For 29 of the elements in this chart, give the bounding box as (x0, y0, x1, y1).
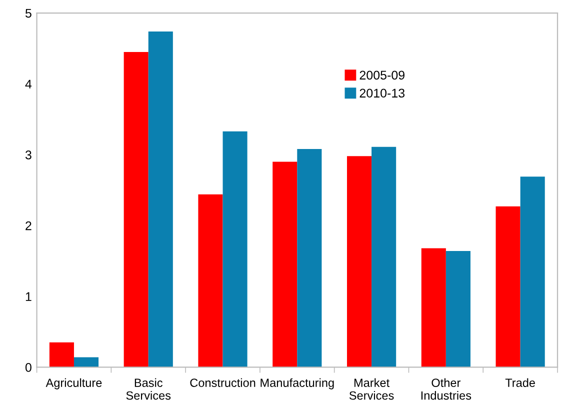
y-tick-label: 4 (25, 80, 32, 88)
x-tick-label: Market Services (349, 378, 394, 400)
bar (297, 149, 322, 368)
y-tick-label: 0 (25, 363, 32, 372)
bar (520, 176, 545, 368)
y-tick-label: 5 (25, 8, 32, 18)
bar (421, 248, 446, 368)
bar (148, 31, 173, 368)
x-tick-label: Basic Services (126, 378, 171, 400)
x-tick-label: Other Industries (421, 378, 472, 400)
bar (346, 156, 372, 368)
bar (198, 194, 223, 368)
y-tick-label: 2 (26, 221, 32, 230)
y-tick-label: 3 (25, 150, 32, 160)
y-tick-label: 1 (26, 292, 32, 301)
legend-label: 2005-09 (360, 70, 404, 80)
x-tick-label: Agriculture (46, 378, 102, 390)
bar (222, 131, 248, 368)
x-tick-label: Manufacturing (260, 378, 334, 390)
bar (372, 146, 396, 368)
bar (496, 206, 520, 368)
bar (272, 162, 298, 368)
x-tick-label: Construction (190, 378, 256, 387)
bar (49, 342, 74, 368)
legend-label: 2010-13 (360, 88, 405, 98)
bar (446, 251, 470, 368)
bar (74, 357, 99, 368)
x-tick-label: Trade (505, 378, 535, 387)
bar (124, 52, 148, 368)
